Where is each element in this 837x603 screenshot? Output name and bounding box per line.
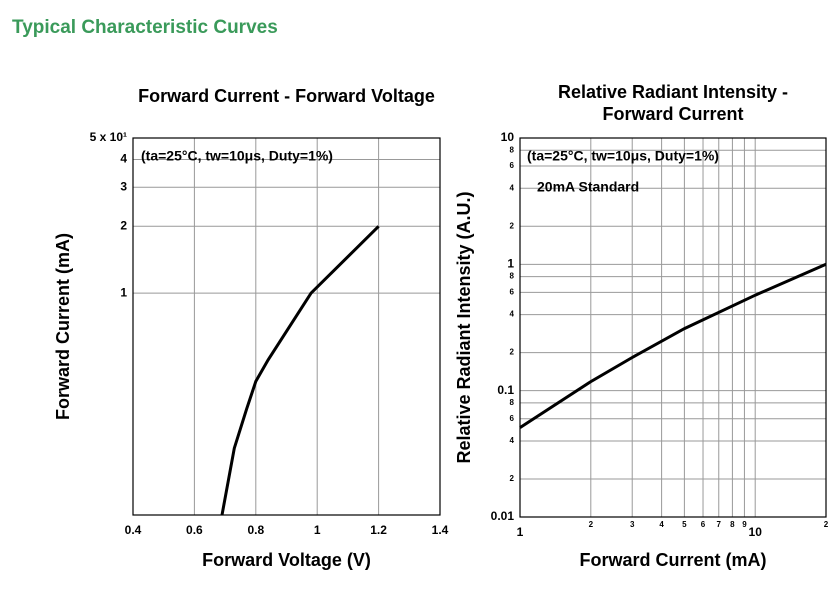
y-tick-label: 2 [510, 348, 515, 357]
y-tick-label: 1 [507, 257, 514, 271]
y-tick-label: 8 [510, 398, 515, 407]
y-tick-label: 4 [510, 310, 515, 319]
x-axis-title: Forward Voltage (V) [202, 550, 371, 570]
chart-title: Forward Current [602, 104, 743, 124]
y-tick-label: 2 [120, 218, 127, 232]
curve [220, 225, 380, 516]
y-tick-label: 3 [120, 179, 127, 193]
y-axis-title: Relative Radiant Intensity (A.U.) [454, 191, 474, 463]
annotation: (ta=25°C, tw=10μs, Duty=1%) [141, 148, 333, 164]
y-axis-title: Forward Current (mA) [53, 233, 73, 420]
y-tick-label: 6 [510, 287, 515, 296]
x-tick-label: 6 [701, 520, 706, 529]
y-tick-label: 8 [510, 272, 515, 281]
chart-title: Forward Current - Forward Voltage [138, 86, 435, 106]
plot-frame [132, 137, 441, 516]
plot-frame [519, 137, 827, 518]
y-tick-label: 0.1 [497, 383, 514, 397]
x-tick-label: 1.2 [370, 523, 387, 537]
x-tick-label: 1 [314, 523, 321, 537]
x-tick-label: 9 [742, 520, 747, 529]
y-tick-label: 2 [510, 474, 515, 483]
x-tick-label: 2 [589, 520, 594, 529]
x-tick-label: 5 [682, 520, 687, 529]
y-tick-label: 6 [510, 414, 515, 423]
y-tick-label: 4 [510, 436, 515, 445]
x-tick-label: 7 [717, 520, 722, 529]
annotation: 20mA Standard [537, 179, 639, 195]
x-tick-label: 1 [517, 525, 524, 539]
x-axis-title: Forward Current (mA) [579, 550, 766, 570]
y-tick-label: 6 [510, 161, 515, 170]
page-title: Typical Characteristic Curves [12, 17, 278, 38]
y-tick-label: 0.01 [491, 509, 515, 523]
y-tick-label: 1 [120, 285, 127, 299]
x-tick-label: 0.8 [247, 523, 264, 537]
annotation: (ta=25°C, tw=10μs, Duty=1%) [527, 148, 719, 164]
y-tick-label: 10 [501, 130, 515, 144]
y-tick-label: 5 x 10¹ [90, 130, 127, 144]
y-tick-label: 4 [120, 152, 127, 166]
x-tick-label: 2 [824, 520, 829, 529]
x-tick-label: 0.6 [186, 523, 203, 537]
y-tick-label: 2 [510, 221, 515, 230]
chart-title: Relative Radiant Intensity - [558, 82, 788, 102]
x-tick-label: 1.4 [432, 523, 449, 537]
x-tick-label: 3 [630, 520, 635, 529]
curve [519, 262, 827, 429]
x-tick-label: 0.4 [125, 523, 142, 537]
y-tick-label: 8 [510, 145, 515, 154]
y-tick-label: 4 [510, 183, 515, 192]
x-tick-label: 8 [730, 520, 735, 529]
x-tick-label: 4 [659, 520, 664, 529]
x-tick-label: 10 [749, 525, 763, 539]
